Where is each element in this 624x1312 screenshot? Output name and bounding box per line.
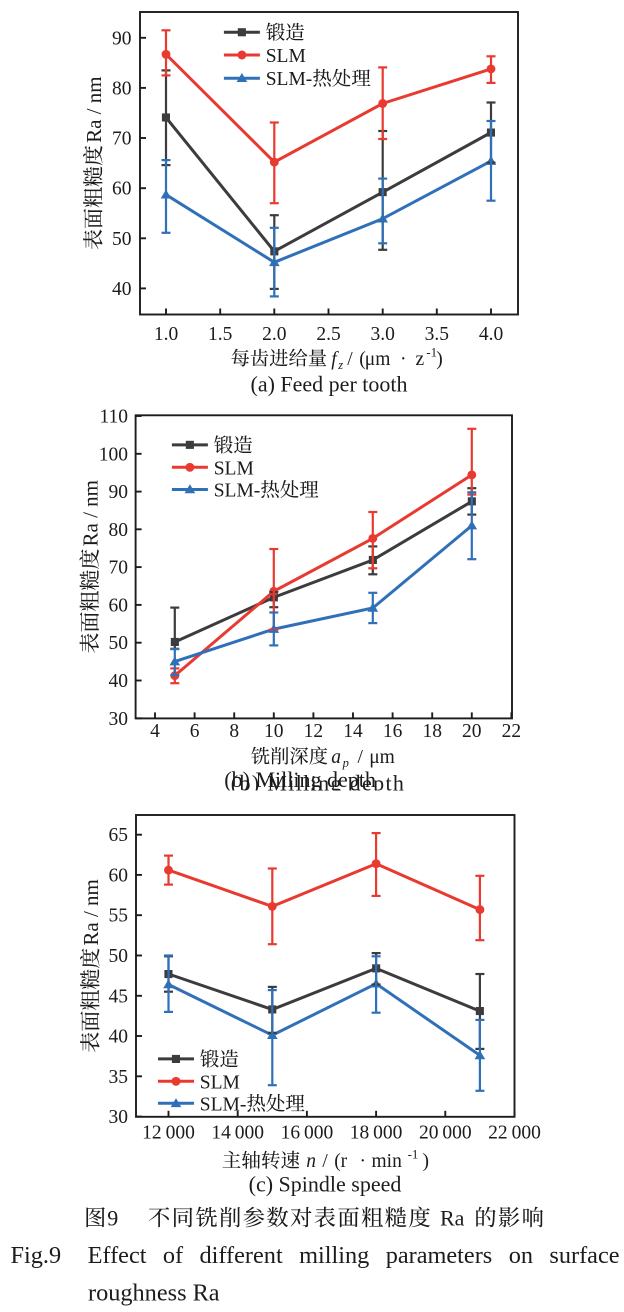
- svg-text:a: a: [331, 747, 341, 768]
- svg-text:110: 110: [99, 407, 128, 428]
- svg-text:(r: (r: [334, 1151, 347, 1172]
- svg-text:/: /: [358, 747, 364, 768]
- svg-text:): ): [423, 1151, 430, 1172]
- svg-text:100: 100: [99, 444, 128, 465]
- svg-text:8: 8: [229, 721, 239, 742]
- svg-text:different: different: [200, 1242, 283, 1269]
- svg-text:SLM: SLM: [266, 46, 306, 67]
- svg-text:50: 50: [112, 229, 132, 250]
- svg-text:/: /: [347, 349, 353, 370]
- svg-text:-1: -1: [408, 1147, 419, 1162]
- svg-text:milling: milling: [299, 1242, 369, 1269]
- svg-text:9: 9: [107, 1206, 118, 1231]
- svg-text:Ra / nm: Ra / nm: [82, 76, 106, 143]
- svg-text:12 000: 12 000: [142, 1122, 195, 1143]
- svg-text:z: z: [416, 349, 425, 370]
- svg-text:16: 16: [383, 721, 403, 742]
- svg-text:·: ·: [400, 349, 407, 370]
- svg-text:50: 50: [109, 946, 129, 967]
- svg-text:4.0: 4.0: [479, 324, 503, 345]
- svg-text:60: 60: [109, 865, 129, 886]
- svg-text:22: 22: [502, 721, 522, 742]
- svg-text:4: 4: [150, 721, 160, 742]
- svg-text:55: 55: [109, 906, 129, 927]
- svg-text:16 000: 16 000: [281, 1122, 334, 1143]
- svg-text:f: f: [331, 349, 339, 370]
- svg-text:40: 40: [109, 671, 129, 692]
- svg-text:14 000: 14 000: [211, 1122, 264, 1143]
- svg-text:2.0: 2.0: [262, 324, 286, 345]
- svg-text:18: 18: [422, 721, 442, 742]
- svg-text:(b) Milling depth: (b) Milling depth: [231, 770, 405, 795]
- svg-text:40: 40: [109, 1027, 129, 1048]
- svg-text:70: 70: [112, 129, 132, 150]
- svg-text:z: z: [337, 358, 343, 372]
- svg-text:3.0: 3.0: [371, 324, 395, 345]
- svg-text:Fig.9: Fig.9: [11, 1242, 62, 1269]
- svg-text:(b) Milling depth: (b) Milling depth: [224, 767, 376, 792]
- svg-text:·: ·: [360, 1151, 367, 1172]
- svg-text:18 000: 18 000: [350, 1122, 403, 1143]
- svg-text:60: 60: [109, 595, 129, 616]
- svg-text:1.0: 1.0: [154, 324, 178, 345]
- svg-text:surface: surface: [549, 1242, 619, 1269]
- svg-text:80: 80: [109, 520, 129, 541]
- svg-text:Ra / nm: Ra / nm: [78, 480, 102, 547]
- svg-text:Ra / nm: Ra / nm: [79, 879, 103, 946]
- svg-text:35: 35: [109, 1067, 129, 1088]
- svg-text:12: 12: [304, 721, 324, 742]
- svg-text:Ra: Ra: [440, 1206, 465, 1231]
- svg-text:65: 65: [109, 825, 129, 846]
- svg-text:20: 20: [462, 721, 482, 742]
- svg-text:6: 6: [190, 721, 200, 742]
- svg-text:-1: -1: [426, 345, 437, 360]
- svg-text:1.5: 1.5: [208, 324, 232, 345]
- svg-text:3.5: 3.5: [425, 324, 449, 345]
- svg-text:μm: μm: [365, 349, 391, 370]
- svg-text:Effect: Effect: [88, 1242, 147, 1269]
- svg-text:10: 10: [264, 721, 284, 742]
- svg-text:60: 60: [112, 179, 132, 200]
- svg-text:2.5: 2.5: [316, 324, 340, 345]
- svg-text:): ): [436, 349, 443, 370]
- svg-text:80: 80: [112, 78, 132, 99]
- svg-text:SLM: SLM: [214, 458, 254, 479]
- svg-text:SLM-: SLM-: [266, 69, 313, 90]
- svg-text:(a) Feed per tooth: (a) Feed per tooth: [251, 372, 408, 397]
- svg-text:n: n: [306, 1151, 316, 1172]
- svg-text:30: 30: [109, 1107, 129, 1128]
- svg-text:90: 90: [112, 28, 132, 49]
- svg-text:SLM: SLM: [200, 1072, 240, 1093]
- svg-text:50: 50: [109, 633, 129, 654]
- svg-text:parameters: parameters: [386, 1242, 493, 1269]
- svg-text:45: 45: [109, 986, 129, 1007]
- svg-text:/: /: [322, 1151, 328, 1172]
- svg-text:22 000: 22 000: [488, 1122, 541, 1143]
- svg-text:14: 14: [343, 721, 363, 742]
- svg-text:(: (: [359, 349, 366, 370]
- svg-text:p: p: [342, 756, 349, 770]
- svg-text:of: of: [163, 1242, 184, 1269]
- svg-text:μm: μm: [369, 747, 395, 768]
- svg-text:on: on: [509, 1242, 533, 1269]
- svg-text:20 000: 20 000: [419, 1122, 472, 1143]
- svg-text:min: min: [372, 1151, 403, 1172]
- svg-text:90: 90: [109, 482, 129, 503]
- svg-text:70: 70: [109, 558, 129, 579]
- svg-text:roughness Ra: roughness Ra: [88, 1280, 220, 1307]
- svg-text:30: 30: [109, 709, 129, 730]
- svg-text:SLM-: SLM-: [214, 481, 261, 502]
- svg-text:SLM-: SLM-: [200, 1094, 247, 1115]
- svg-text:(c) Spindle speed: (c) Spindle speed: [249, 1172, 402, 1197]
- svg-text:40: 40: [112, 279, 132, 300]
